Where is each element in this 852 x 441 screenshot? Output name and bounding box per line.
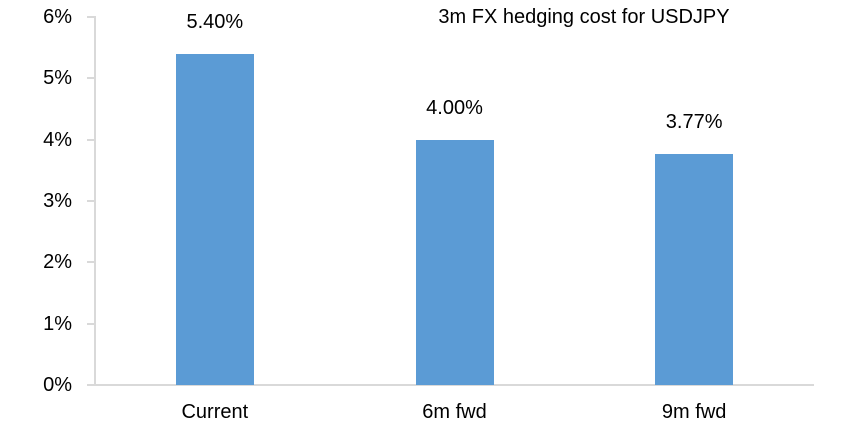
y-axis-tick-label: 5% bbox=[43, 67, 72, 90]
x-axis-line bbox=[94, 384, 814, 386]
y-axis-tick-label: 3% bbox=[43, 190, 72, 212]
y-axis-tick-label: 0% bbox=[43, 374, 72, 396]
bar-current bbox=[175, 53, 254, 385]
y-axis-tick-mark bbox=[87, 138, 94, 141]
x-axis-label-current: Current bbox=[181, 401, 249, 423]
y-axis-tick-mark bbox=[87, 16, 94, 18]
data-label-6m-fwd: 4.00% bbox=[426, 96, 483, 119]
y-axis-tick-label: 4% bbox=[43, 128, 72, 151]
y-axis-line bbox=[94, 16, 96, 386]
y-axis-tick-mark bbox=[87, 77, 94, 80]
y-axis-tick-mark bbox=[87, 322, 94, 325]
x-axis-label-9m-fwd: 9m fwd bbox=[661, 401, 727, 423]
data-label-9m-fwd: 3.77% bbox=[665, 110, 723, 133]
x-axis-label-6m-fwd: 6m fwd bbox=[422, 401, 487, 423]
y-axis-tick-label: 2% bbox=[43, 251, 72, 274]
y-axis-tick-mark bbox=[87, 200, 94, 202]
y-axis-tick-mark bbox=[87, 384, 94, 386]
chart-title: 3m FX hedging cost for USDJPY bbox=[438, 6, 730, 28]
bar-9m-fwd bbox=[655, 153, 734, 385]
y-axis-tick-mark bbox=[87, 261, 94, 264]
data-label-current: 5.40% bbox=[186, 10, 244, 33]
y-axis-tick-label: 6% bbox=[43, 6, 72, 28]
bar-6m-fwd bbox=[415, 139, 494, 385]
y-axis-tick-label: 1% bbox=[43, 312, 72, 335]
